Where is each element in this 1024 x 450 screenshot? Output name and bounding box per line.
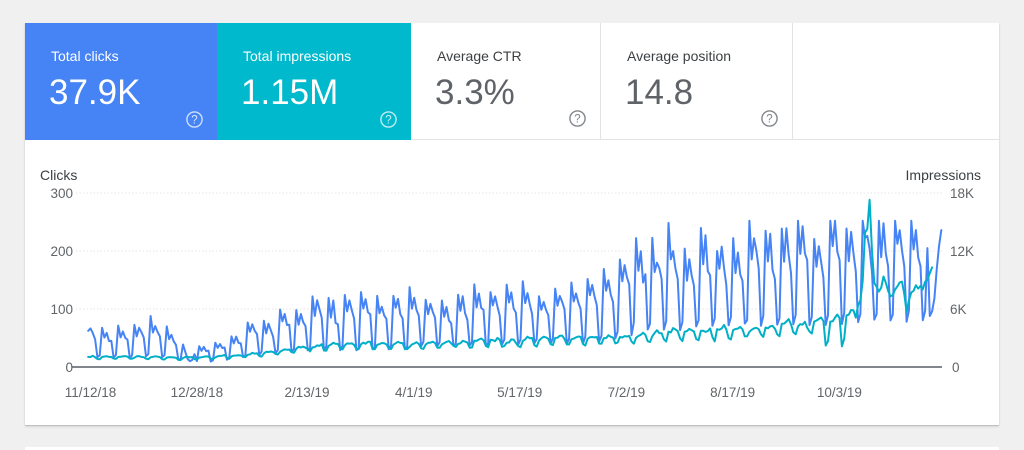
svg-text:0: 0: [952, 360, 960, 375]
svg-text:?: ?: [385, 115, 391, 127]
svg-text:?: ?: [191, 115, 197, 127]
svg-text:10/3/19: 10/3/19: [817, 385, 862, 400]
svg-text:?: ?: [574, 114, 580, 126]
svg-text:8/17/19: 8/17/19: [710, 385, 755, 400]
svg-text:200: 200: [50, 244, 73, 259]
svg-text:7/2/19: 7/2/19: [608, 385, 646, 400]
svg-text:0: 0: [65, 360, 73, 375]
svg-text:6K: 6K: [950, 302, 967, 317]
svg-text:4/1/19: 4/1/19: [395, 385, 433, 400]
svg-text:300: 300: [50, 186, 73, 201]
svg-text:18K: 18K: [950, 186, 974, 201]
svg-text:2/13/19: 2/13/19: [284, 385, 329, 400]
svg-text:5/17/19: 5/17/19: [497, 385, 542, 400]
svg-text:12/28/18: 12/28/18: [171, 385, 224, 400]
svg-text:?: ?: [766, 114, 772, 126]
svg-text:Clicks: Clicks: [40, 167, 77, 183]
svg-text:11/12/18: 11/12/18: [65, 385, 117, 400]
svg-text:Impressions: Impressions: [906, 167, 981, 183]
svg-text:12K: 12K: [950, 244, 974, 259]
svg-text:100: 100: [50, 302, 73, 317]
